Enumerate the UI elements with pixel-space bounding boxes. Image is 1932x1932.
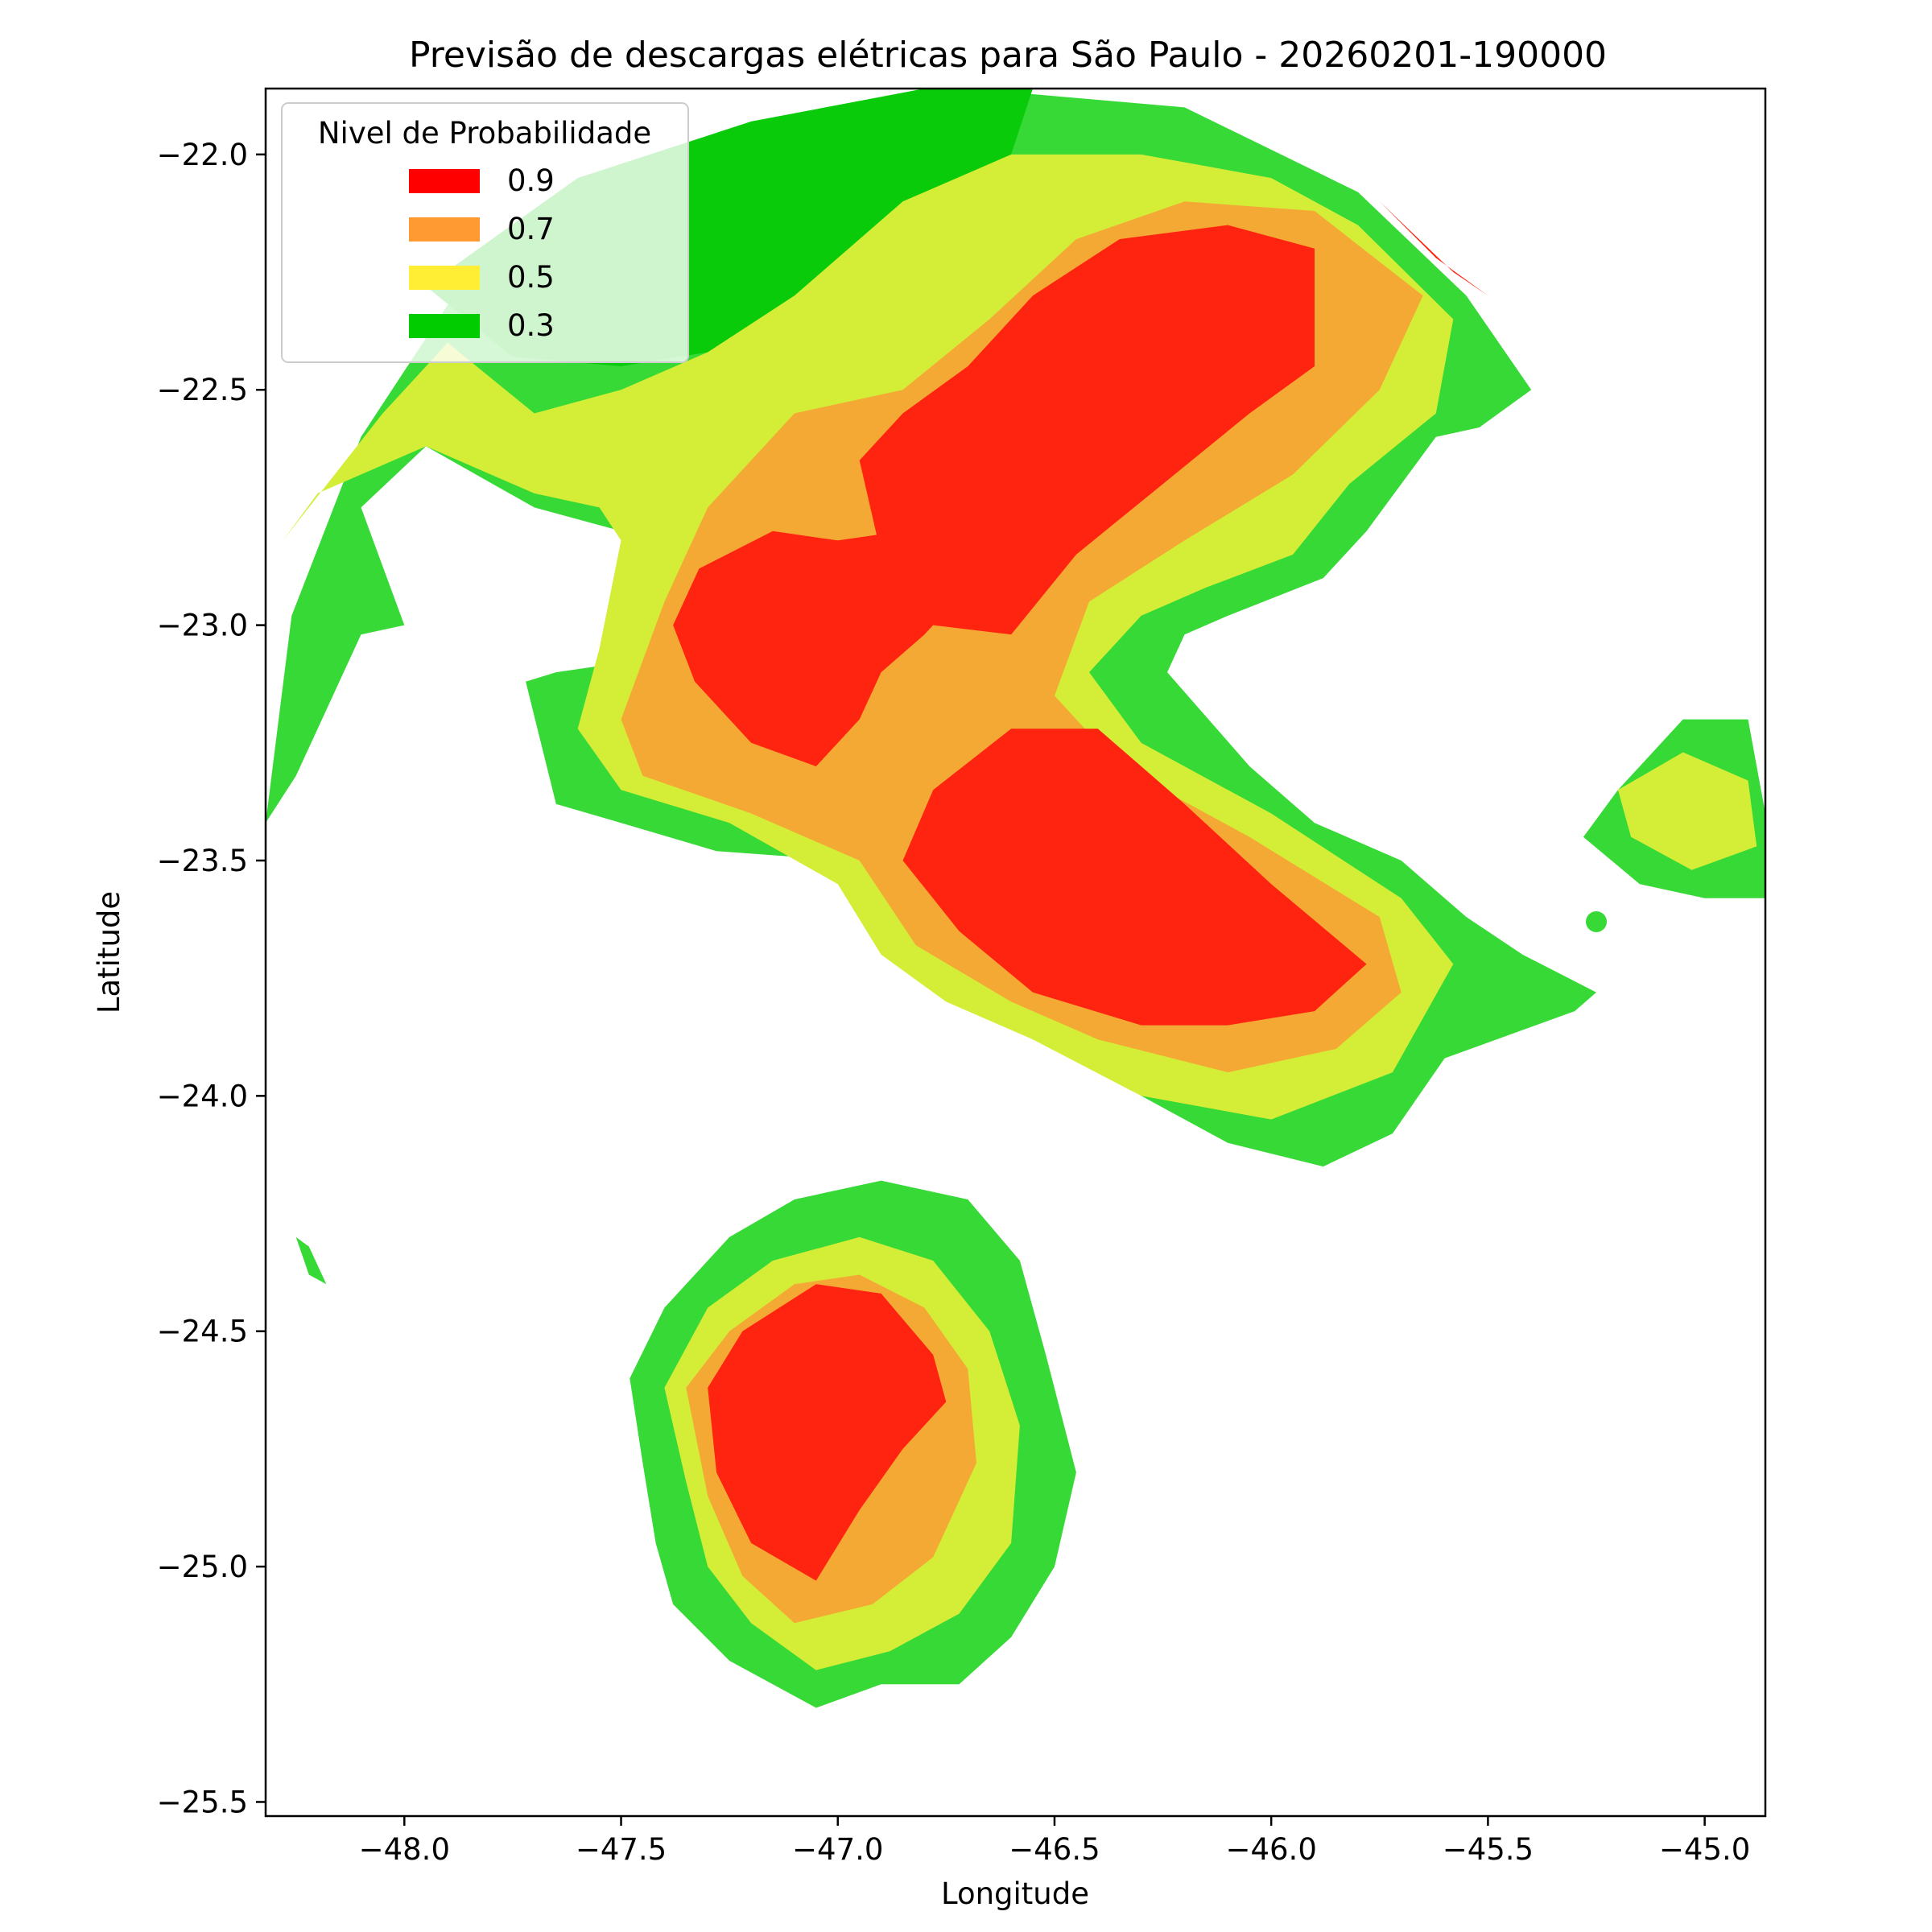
x-tick-label: −47.0 bbox=[792, 1832, 883, 1867]
y-tick-label: −24.0 bbox=[157, 1079, 248, 1113]
legend-swatch-0.7 bbox=[409, 217, 480, 242]
region-east-cell-yellow bbox=[1617, 752, 1757, 870]
legend-swatch-0.5 bbox=[409, 266, 480, 290]
probability-dot-2 bbox=[667, 1551, 688, 1573]
y-tick-label: −22.5 bbox=[157, 373, 248, 407]
probability-dot-1 bbox=[1586, 910, 1608, 932]
y-axis-label: Latitude bbox=[92, 891, 126, 1013]
legend-label-0.9: 0.9 bbox=[507, 163, 555, 198]
region-south-cell-red bbox=[708, 1284, 947, 1581]
legend-swatch-0.3 bbox=[409, 314, 480, 338]
y-tick-label: −22.0 bbox=[157, 138, 248, 172]
y-tick-label: −23.5 bbox=[157, 844, 248, 878]
x-tick-label: −46.0 bbox=[1225, 1832, 1316, 1867]
region-main-cluster-red-south bbox=[902, 729, 1367, 1026]
legend-entries: 0.9 0.7 0.5 0.3 bbox=[409, 163, 555, 343]
legend-title: Nivel de Probabilidade bbox=[318, 116, 651, 151]
x-axis-ticks: −48.0 −47.5 −47.0 −46.5 −46.0 −45.5 −45.0 bbox=[359, 1816, 1750, 1867]
legend-label-0.5: 0.5 bbox=[507, 260, 555, 295]
x-axis-label: Longitude bbox=[941, 1876, 1089, 1911]
y-tick-label: −23.0 bbox=[157, 609, 248, 643]
y-tick-label: −25.5 bbox=[157, 1785, 248, 1819]
region-main-cluster-red-west bbox=[673, 530, 968, 766]
x-tick-label: −45.5 bbox=[1443, 1832, 1534, 1867]
chart-title: Previsão de descargas elétricas para São… bbox=[409, 35, 1607, 76]
region-speck-west bbox=[295, 1236, 327, 1285]
x-tick-label: −47.5 bbox=[576, 1832, 667, 1867]
y-tick-label: −24.5 bbox=[157, 1315, 248, 1349]
y-axis-ticks: −22.0 −22.5 −23.0 −23.5 −24.0 −24.5 −25.0 −25.5 bbox=[157, 138, 266, 1819]
legend-box bbox=[281, 102, 689, 363]
region-main-cluster-red-north bbox=[859, 225, 1315, 635]
plot-frame bbox=[264, 87, 1767, 1818]
x-tick-label: −45.0 bbox=[1659, 1832, 1750, 1867]
legend-swatch-0.9 bbox=[409, 169, 480, 193]
legend-label-0.3: 0.3 bbox=[507, 308, 555, 343]
y-tick-label: −25.0 bbox=[157, 1550, 248, 1584]
x-tick-label: −46.5 bbox=[1009, 1832, 1100, 1867]
x-tick-label: −48.0 bbox=[359, 1832, 450, 1867]
legend-label-0.7: 0.7 bbox=[507, 212, 555, 246]
legend: Nivel de Probabilidade 0.9 0.7 0.5 0.3 bbox=[281, 102, 689, 363]
